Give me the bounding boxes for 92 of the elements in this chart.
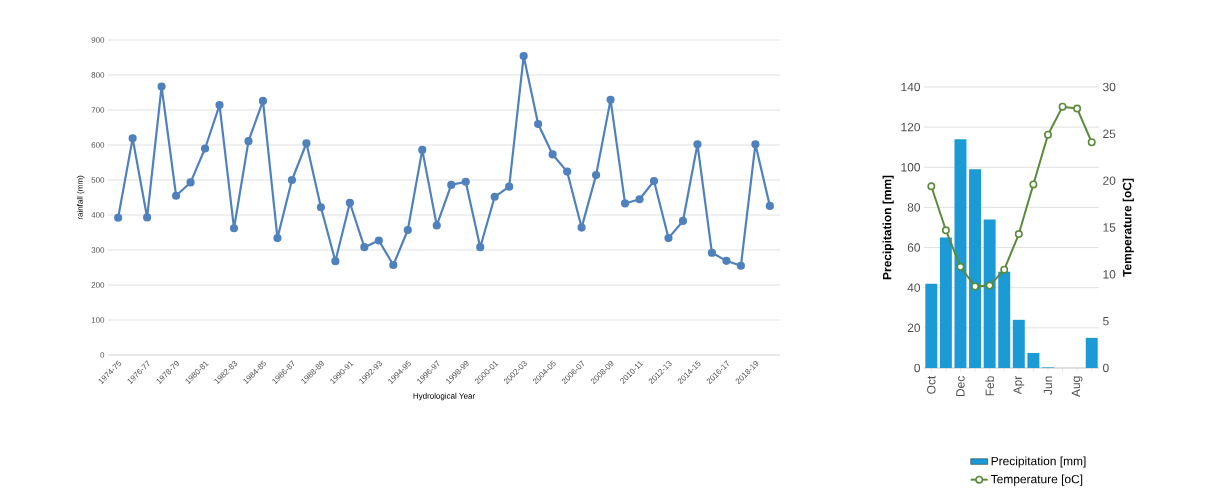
point	[186, 178, 195, 187]
x-tick-label: Aug	[1071, 376, 1083, 398]
point	[736, 261, 745, 270]
point	[229, 224, 239, 233]
point	[1073, 104, 1082, 113]
point	[971, 282, 980, 291]
point	[707, 248, 717, 257]
point	[941, 226, 950, 235]
point	[461, 177, 470, 186]
y2-tick-label: 5	[1103, 316, 1109, 326]
point	[114, 213, 123, 222]
y2-tick-label: 30	[1102, 82, 1116, 92]
bar	[1027, 352, 1040, 368]
y2-tick-label: 10	[1103, 270, 1116, 279]
point	[200, 144, 210, 153]
point	[649, 176, 659, 186]
x-tick-label: Jun	[1043, 376, 1053, 395]
point	[476, 243, 485, 252]
point	[985, 281, 994, 290]
bar	[954, 139, 967, 368]
point	[403, 225, 412, 235]
point	[577, 223, 586, 232]
point	[1058, 102, 1067, 111]
point	[591, 171, 601, 180]
point	[606, 95, 615, 104]
point	[418, 145, 427, 154]
point	[389, 260, 398, 270]
bar	[969, 169, 982, 368]
point	[751, 140, 760, 149]
point	[273, 234, 282, 243]
y-tick-label: 140	[901, 82, 921, 92]
point	[620, 199, 630, 208]
point	[563, 167, 572, 176]
point	[1029, 180, 1038, 189]
point	[215, 101, 224, 110]
legend-label: Temperature [oC]	[990, 474, 1083, 486]
point	[345, 198, 354, 207]
point	[287, 175, 297, 185]
bar	[925, 283, 938, 368]
point	[171, 191, 181, 200]
point	[331, 257, 340, 266]
x-tick-label: Oct	[927, 375, 936, 394]
y-tick-label: 0	[914, 363, 921, 373]
bar	[998, 271, 1011, 368]
point	[316, 203, 325, 212]
point	[432, 221, 441, 230]
point	[1014, 230, 1023, 239]
point	[447, 180, 456, 189]
y-tick-label: 120	[901, 122, 921, 132]
y2-tick-label: 0	[1103, 363, 1109, 373]
x-tick-label: Dec	[956, 376, 965, 397]
y2-tick-label: 25	[1103, 129, 1116, 139]
point	[244, 137, 253, 146]
bar	[1012, 319, 1025, 368]
point	[765, 201, 774, 210]
point	[302, 139, 311, 148]
bar	[939, 237, 952, 368]
y2-axis-title: Temperature [oC]	[1122, 178, 1134, 277]
point	[927, 182, 936, 191]
point	[157, 82, 166, 91]
y-tick-label: 80	[907, 203, 921, 212]
y-tick-label: 100	[901, 163, 921, 172]
point	[1000, 265, 1009, 274]
point	[722, 256, 731, 265]
y-tick-label: 60	[907, 243, 921, 252]
y-tick-label: 40	[907, 283, 921, 292]
point	[505, 182, 514, 191]
x-tick-label: Apr	[1013, 375, 1025, 395]
point	[490, 192, 499, 201]
point	[1043, 130, 1052, 139]
y-tick-label: 20	[907, 323, 921, 333]
point	[128, 134, 137, 143]
point	[693, 140, 702, 149]
y-axis-title: Precipitation [mm]	[882, 175, 894, 280]
point	[635, 195, 644, 204]
point	[374, 236, 383, 245]
point	[664, 234, 673, 243]
bar	[1085, 337, 1098, 368]
point	[1087, 138, 1096, 147]
point	[534, 119, 543, 129]
point	[143, 213, 152, 222]
y2-tick-label: 15	[1103, 223, 1116, 232]
point	[678, 216, 688, 226]
point	[519, 52, 528, 61]
point	[258, 96, 268, 105]
x-tick-label: Feb	[985, 376, 995, 396]
legend-label: Precipitation [mm]	[991, 456, 1086, 468]
point	[360, 243, 369, 252]
y2-tick-label: 20	[1103, 176, 1116, 185]
point	[548, 150, 557, 159]
bar	[983, 219, 996, 368]
point	[956, 262, 965, 271]
